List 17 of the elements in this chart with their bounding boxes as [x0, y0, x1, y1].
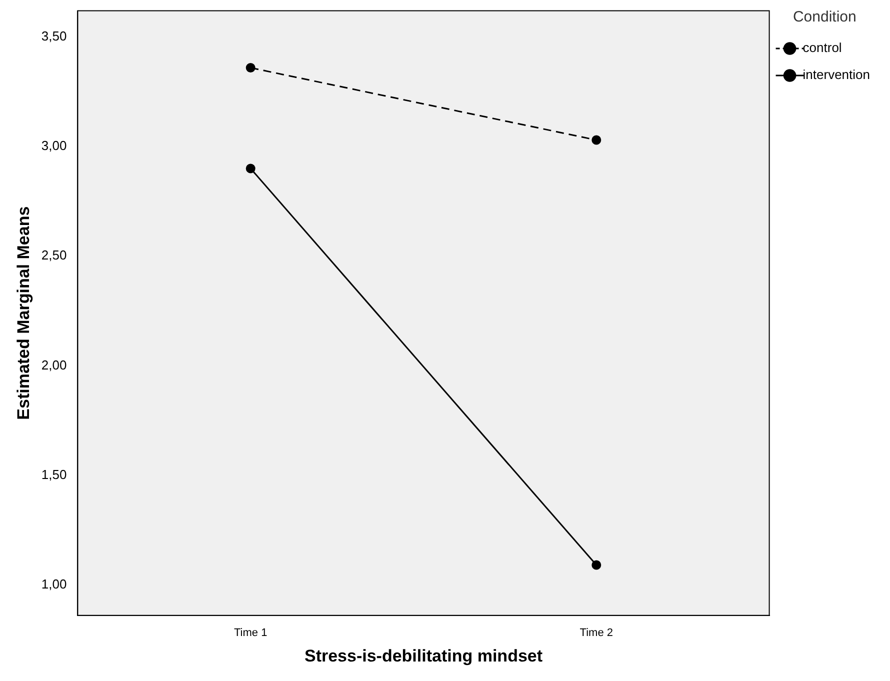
y-tick-label: 1,50	[41, 466, 67, 482]
legend-label: control	[802, 40, 842, 56]
x-tick-label: Time 1	[234, 627, 268, 640]
point	[592, 135, 602, 145]
y-tick-label: 3,00	[41, 138, 67, 154]
legend-label: intervention	[802, 67, 870, 82]
y-axis-title: Estimated Marginal Means	[14, 206, 33, 420]
y-tick-label: 3,50	[41, 28, 67, 44]
legend-title: Condition	[792, 8, 856, 26]
point	[246, 63, 256, 73]
y-tick-label: 2,50	[41, 248, 67, 263]
x-axis-title: Stress-is-debilitating mindset	[304, 646, 543, 666]
y-tick-label: 1,00	[41, 576, 67, 592]
point	[246, 164, 256, 174]
y-tick-label: 2,00	[41, 357, 67, 372]
point	[592, 560, 602, 570]
x-tick-label: Time 2	[580, 627, 614, 640]
